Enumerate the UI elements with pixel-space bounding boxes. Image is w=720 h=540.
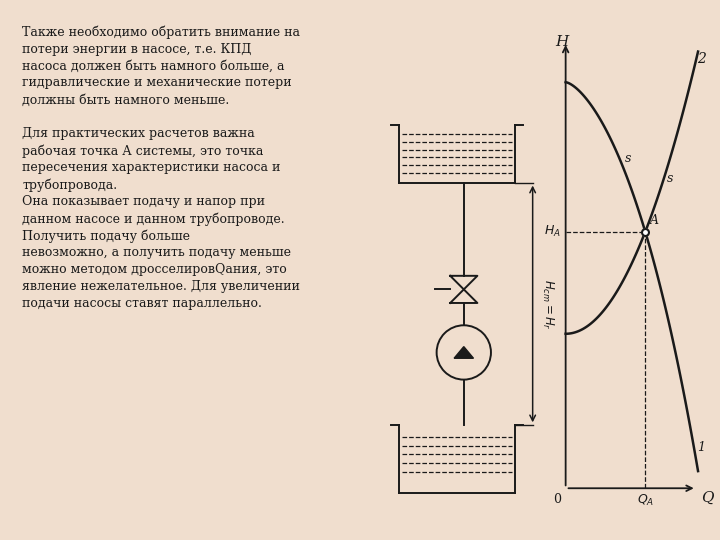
Text: $H_{cm}=H_r$: $H_{cm}=H_r$ [541, 279, 556, 329]
Text: Для практических расчетов важна: Для практических расчетов важна [22, 127, 255, 140]
Text: данном насосе и данном трубопроводе.: данном насосе и данном трубопроводе. [22, 212, 285, 226]
Text: A: A [650, 214, 659, 227]
Text: Q: Q [701, 491, 714, 505]
Text: $Q_A$: $Q_A$ [636, 493, 654, 508]
Text: Она показывает подачу и напор при: Она показывает подачу и напор при [22, 195, 266, 208]
Text: Получить подачу больше: Получить подачу больше [22, 230, 190, 243]
Text: рабочая точка А системы, это точка: рабочая точка А системы, это точка [22, 144, 264, 158]
Text: должны быть намного меньше.: должны быть намного меньше. [22, 93, 230, 106]
Text: явление нежелательное. Для увеличении: явление нежелательное. Для увеличении [22, 280, 300, 293]
Text: потери энергии в насосе, т.е. КПД: потери энергии в насосе, т.е. КПД [22, 43, 252, 56]
Text: насоса должен быть намного больше, а: насоса должен быть намного больше, а [22, 59, 285, 72]
Text: пересечения характеристики насоса и: пересечения характеристики насоса и [22, 161, 281, 174]
Text: H: H [555, 35, 568, 49]
Text: Также необходимо обратить внимание на: Также необходимо обратить внимание на [22, 25, 300, 39]
Text: трубопровода.: трубопровода. [22, 178, 117, 192]
Text: 0: 0 [553, 493, 561, 506]
Text: s: s [667, 172, 673, 185]
Text: невозможно, а получить подачу меньше: невозможно, а получить подачу меньше [22, 246, 292, 259]
Polygon shape [454, 347, 474, 358]
Text: 1: 1 [697, 441, 705, 454]
Text: 2: 2 [697, 52, 706, 65]
Text: подачи насосы ставят параллельно.: подачи насосы ставят параллельно. [22, 297, 262, 310]
Text: $H_A$: $H_A$ [544, 224, 561, 239]
Text: s: s [625, 152, 631, 165]
Text: гидравлические и механические потери: гидравлические и механические потери [22, 77, 292, 90]
Text: можно методом дросселировQания, это: можно методом дросселировQания, это [22, 263, 287, 276]
